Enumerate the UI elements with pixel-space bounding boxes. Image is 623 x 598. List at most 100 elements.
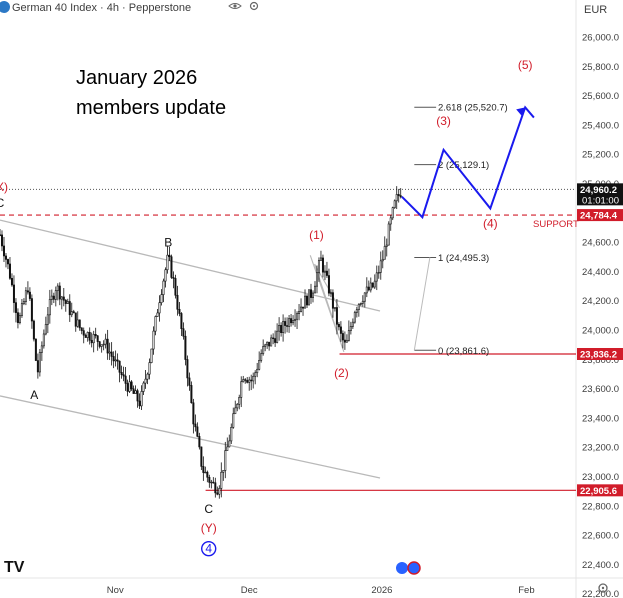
candle (357, 303, 360, 317)
candle (60, 296, 63, 310)
candle (86, 331, 89, 342)
candle (391, 206, 394, 221)
y-tick-label: 25,800.0 (582, 62, 619, 73)
candle (282, 314, 285, 342)
candle (296, 311, 299, 329)
candle (306, 294, 309, 309)
candle (242, 375, 245, 383)
y-tick-label: 24,600.0 (582, 238, 619, 249)
eye-icon[interactable] (228, 3, 242, 9)
candle (351, 318, 354, 329)
support-label: SUPPORT (533, 219, 579, 230)
y-tick-label: 24,000.0 (582, 326, 619, 337)
candle (323, 265, 326, 281)
candle (228, 434, 231, 448)
candle (144, 369, 147, 389)
y-tick-label: 23,800.0 (582, 355, 619, 366)
level-tag: 22,905.6 (580, 486, 617, 497)
candle (254, 370, 257, 385)
candle (220, 462, 223, 498)
candle (224, 441, 227, 479)
candle (0, 230, 3, 252)
candle (304, 289, 307, 309)
candle (288, 315, 291, 333)
candle (383, 236, 386, 260)
candle (98, 340, 101, 349)
candle (138, 393, 141, 410)
fib-level-label: 0 (23,861.6) (438, 346, 489, 357)
candle (78, 319, 81, 331)
candle (302, 306, 305, 316)
current-price-tag-timer: 01:01:00 (582, 195, 619, 206)
settings-gear-icon[interactable] (598, 583, 608, 593)
candle (308, 289, 311, 306)
candle (152, 326, 155, 355)
candle (292, 315, 295, 326)
candle (226, 437, 229, 451)
candle (136, 388, 139, 408)
candle (70, 302, 73, 318)
projection-arrowhead (516, 107, 526, 117)
fib-extension: 2.618 (25,520.7) 2 (25,129.1) 1 (24,495.3)… (413, 103, 508, 357)
settings-icon[interactable] (249, 1, 259, 11)
candle (142, 381, 145, 395)
candle (102, 340, 105, 351)
candle (122, 366, 125, 382)
candle (124, 366, 127, 391)
candle (276, 323, 279, 344)
tradingview-logo: TV (4, 559, 25, 576)
candle (294, 309, 297, 327)
candle (196, 422, 199, 438)
candle (258, 351, 261, 371)
y-tick-label: 23,400.0 (582, 413, 619, 424)
candle (341, 330, 344, 349)
candle (120, 365, 123, 379)
candle (192, 398, 195, 434)
candle (280, 322, 283, 337)
candle (180, 312, 183, 336)
candle (6, 258, 9, 270)
candle (162, 278, 165, 303)
wave-label: B (164, 235, 172, 249)
candle (74, 312, 77, 332)
indicator-icons[interactable] (396, 561, 421, 575)
wave-label: 4 (205, 542, 212, 556)
candle (58, 282, 61, 306)
candle (10, 273, 13, 287)
fib-level-label: 1 (24,495.3) (438, 253, 489, 264)
candle (172, 271, 175, 289)
candle (397, 188, 400, 203)
x-axis: Nov Dec 2026 Feb (107, 585, 535, 596)
candle (52, 292, 55, 304)
candle (268, 341, 271, 351)
wave-labels: (X) C A B C (Y) 4 (1) (2) (3) (4) (5) (0, 58, 533, 557)
candle (270, 334, 273, 347)
candle (339, 321, 342, 342)
candle (150, 348, 153, 364)
candle (186, 355, 189, 387)
svg-text:TV: TV (4, 559, 25, 576)
candle (2, 236, 5, 263)
wave-label: (1) (309, 228, 324, 242)
candle (240, 376, 243, 408)
candle (94, 327, 97, 339)
candle (385, 238, 388, 257)
wave-projection (401, 105, 535, 220)
projection-path (401, 105, 535, 220)
trend-channel (0, 219, 381, 479)
candle (310, 283, 313, 304)
candle (230, 423, 233, 444)
candle (194, 414, 197, 432)
candle (54, 286, 57, 307)
candle (393, 199, 396, 209)
candle (343, 331, 346, 350)
candle (56, 283, 59, 301)
candle (216, 486, 219, 496)
candle (112, 351, 115, 369)
candle (34, 338, 37, 362)
y-tick-label: 22,400.0 (582, 560, 619, 571)
candle (379, 251, 382, 280)
level-tag-bg (577, 484, 623, 497)
wave-label: (X) (0, 180, 8, 194)
